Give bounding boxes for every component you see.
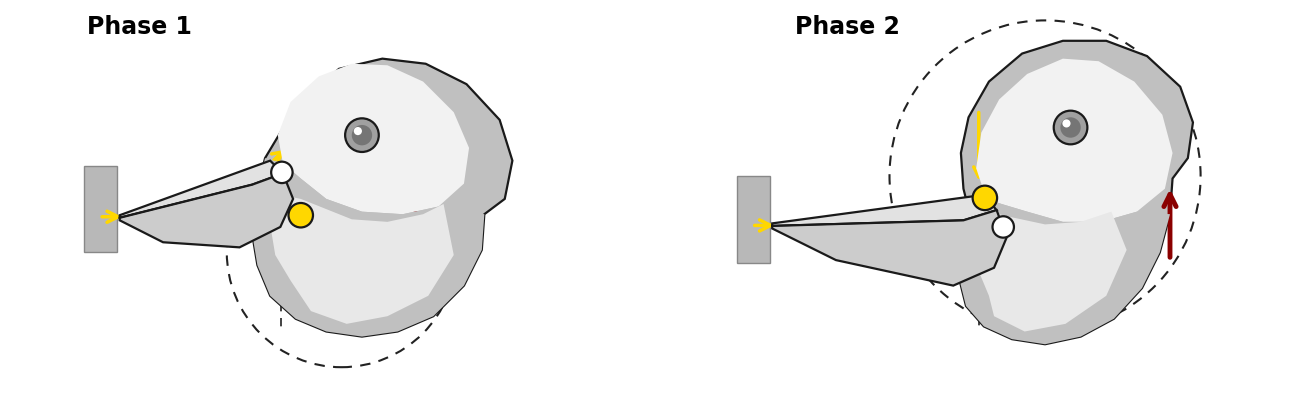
Polygon shape [773, 195, 997, 226]
Circle shape [271, 162, 292, 183]
Polygon shape [252, 158, 484, 337]
Circle shape [993, 216, 1014, 237]
Circle shape [288, 203, 313, 228]
Polygon shape [958, 41, 1193, 344]
Polygon shape [120, 173, 294, 247]
FancyBboxPatch shape [736, 176, 770, 263]
Polygon shape [252, 59, 513, 337]
Polygon shape [120, 161, 283, 218]
Polygon shape [971, 209, 1126, 331]
Circle shape [1062, 120, 1070, 127]
Circle shape [1061, 118, 1081, 138]
Circle shape [352, 125, 372, 145]
Circle shape [354, 127, 361, 135]
Text: Phase 2: Phase 2 [795, 16, 900, 39]
Text: Phase 1: Phase 1 [86, 16, 192, 39]
Polygon shape [976, 59, 1173, 222]
Polygon shape [278, 64, 468, 214]
Circle shape [972, 186, 997, 210]
Circle shape [1053, 111, 1087, 144]
Circle shape [345, 118, 378, 152]
Polygon shape [773, 210, 1006, 286]
Polygon shape [958, 194, 1171, 344]
FancyBboxPatch shape [84, 166, 117, 253]
Polygon shape [270, 194, 454, 324]
